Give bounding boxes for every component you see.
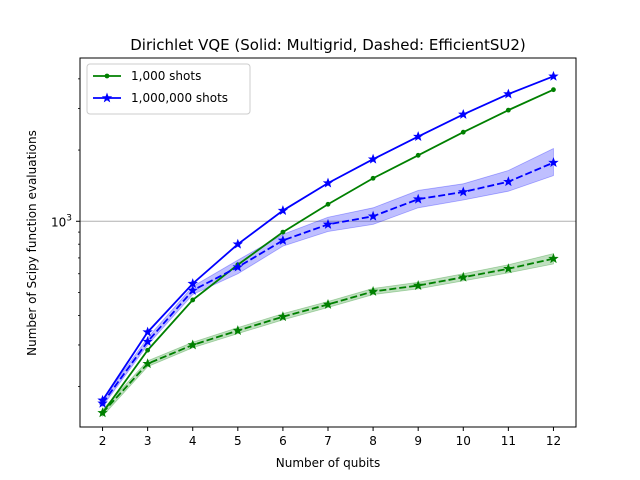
data-point [412, 131, 424, 142]
x-tick-label: 11 [501, 434, 516, 448]
data-point [325, 201, 331, 207]
data-point [412, 193, 424, 204]
confidence-band [102, 147, 554, 408]
series-line [101, 257, 554, 414]
data-point [548, 253, 559, 264]
legend-box [86, 63, 251, 115]
data-point [503, 263, 514, 274]
data-point [322, 177, 334, 188]
data-point [232, 261, 244, 272]
data-point [280, 229, 286, 235]
legend: 1,000 shots 1,000,000 shots [86, 63, 251, 115]
data-point [142, 326, 153, 337]
data-point [370, 175, 376, 181]
legend-marker [104, 73, 110, 79]
data-point [503, 88, 514, 99]
data-point [142, 358, 153, 369]
chart-title: Dirichlet VQE (Solid: Multigrid, Dashed:… [130, 36, 526, 54]
x-tick-label: 7 [324, 434, 332, 448]
data-point [505, 107, 511, 113]
y-axis-label: Number of Scipy function evaluations [25, 130, 39, 356]
x-tick-label: 3 [144, 434, 152, 448]
x-tick-label: 2 [99, 434, 107, 448]
data-point [415, 152, 421, 158]
data-point [277, 205, 289, 215]
data-point [412, 280, 424, 290]
y-tick-label: 103 [51, 213, 72, 229]
data-point [97, 407, 108, 418]
series-line [101, 88, 554, 414]
data-point [277, 311, 289, 322]
series-line [101, 161, 554, 404]
x-axis-label: Number of qubits [276, 456, 381, 470]
data-point [460, 129, 466, 135]
data-point [322, 218, 334, 229]
x-tick-label: 5 [234, 434, 242, 448]
data-point [548, 70, 559, 81]
data-point [97, 397, 108, 408]
data-point [142, 336, 153, 347]
data-point [367, 286, 379, 296]
data-point [145, 347, 151, 353]
data-point [551, 87, 556, 93]
data-point [367, 210, 379, 221]
data-point [458, 108, 469, 119]
x-axis-ticks: 2 3 4 5 6 7 8 9 10 11 12 [99, 427, 561, 448]
x-tick-label: 12 [546, 434, 561, 448]
legend-label: 1,000,000 shots [131, 91, 228, 105]
x-tick-label: 6 [279, 434, 287, 448]
data-point [187, 339, 198, 350]
axes-frame [79, 57, 577, 428]
x-tick-label: 10 [456, 434, 471, 448]
data-point [187, 284, 198, 295]
x-tick-label: 8 [369, 434, 377, 448]
legend-marker [101, 92, 113, 103]
x-tick-label: 4 [189, 434, 197, 448]
data-point [322, 299, 334, 309]
x-tick-label: 9 [414, 434, 422, 448]
data-point [232, 325, 244, 336]
data-point [190, 297, 196, 303]
data-point [458, 186, 469, 197]
confidence-band [102, 253, 554, 418]
data-point [277, 234, 289, 245]
data-point [548, 157, 559, 168]
data-point [503, 176, 514, 187]
data-point [232, 238, 244, 249]
plot-area [80, 70, 576, 418]
legend-label: 1,000 shots [131, 69, 201, 83]
data-point [367, 153, 379, 164]
data-point [458, 271, 469, 282]
y-axis-ticks: 103 [51, 78, 80, 388]
